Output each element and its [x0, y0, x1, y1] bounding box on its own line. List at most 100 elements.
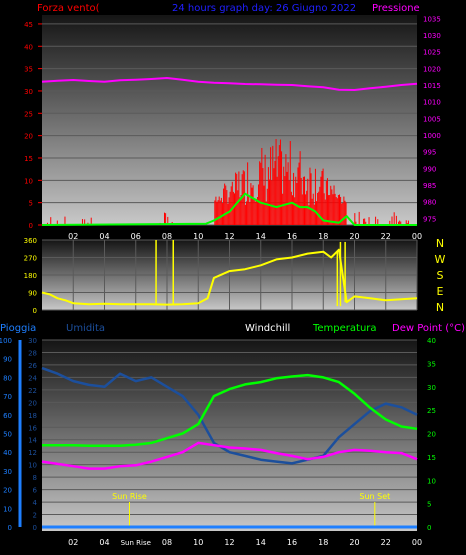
compass-label: N: [436, 237, 444, 250]
humidity-tick-label: 2: [33, 512, 37, 520]
panel3-x-tick-label: 00: [412, 538, 422, 547]
sun-markers: Sun Rise Sun Set: [112, 492, 390, 527]
series-vento-medio: [41, 192, 417, 226]
temperature-tick-label: 10: [427, 477, 436, 485]
legend-windchill: Windchill: [245, 323, 290, 334]
panel1-left-tick-label: 20: [24, 133, 33, 141]
panel1-x-tick-label: 10: [193, 232, 203, 241]
rain-tick-label: 50: [3, 431, 12, 439]
panel3-x-tick-label: 20: [349, 538, 359, 547]
humidity-tick-label: 20: [28, 399, 37, 407]
panel1-x-tick-label: 06: [131, 232, 141, 241]
panel1-left-tick-label: 10: [24, 177, 33, 185]
humidity-tick-label: 14: [28, 437, 37, 445]
panel2-left-tick-label: 0: [33, 307, 37, 315]
panel1-left-ticks: 0 5 10 15 20 25 30 35 40 45: [24, 21, 42, 230]
panel3-x-ticks: 02 04 Sun Rise 08 10 12 14 16 18 20 22 00: [68, 538, 422, 547]
panel1-left-tick-label: 0: [29, 222, 33, 230]
panel1-right-tick-label: 990: [423, 165, 436, 173]
panel1-x-ticks: 02 04 06 08 10 12 14 16 18 20 22 00: [68, 232, 422, 241]
humidity-tick-label: 4: [33, 499, 38, 507]
wind-gust-bars: [46, 139, 409, 225]
series-pressione: [41, 77, 418, 91]
panel3-series: [41, 366, 418, 529]
rain-tick-label: 20: [3, 487, 12, 495]
series-direzione-vento: [41, 248, 418, 306]
temperature-tick-label: 20: [427, 431, 436, 439]
panel3-x-tick-label: 12: [224, 538, 234, 547]
compass-label: W: [435, 253, 446, 266]
panel1-x-tick-label: 18: [318, 232, 328, 241]
panel1-x-tick-label: 02: [68, 232, 78, 241]
temperature-tick-label: 40: [427, 337, 436, 345]
temperature-tick-label: 15: [427, 454, 436, 462]
sun-marker-label: Sun Set: [359, 492, 390, 501]
panel3-x-tick-label: 08: [162, 538, 172, 547]
panel2-left-tick-label: 270: [24, 255, 37, 263]
panel1-x-tick-label: 04: [99, 232, 109, 241]
panel1-series: [41, 77, 418, 226]
rain-tick-label: 30: [3, 468, 12, 476]
panel3-gridlines: [42, 339, 417, 528]
wind-pressure-panel: Forza vento( 24 hours graph day: 26 Giug…: [24, 3, 441, 241]
panel1-right-tick-label: 1000: [423, 132, 441, 140]
panel1-x-tick-label: 16: [287, 232, 297, 241]
panel3-x-tick-label: 02: [68, 538, 78, 547]
temperature-tick-label: 30: [427, 384, 436, 392]
compass-label: E: [437, 285, 444, 298]
legend-temperature: Temperatura: [312, 323, 377, 334]
rain-tick-label: 60: [3, 412, 12, 420]
rain-tick-label: 80: [3, 374, 12, 382]
panel1-right-tick-label: 1030: [423, 32, 441, 40]
temperature-tick-label: 0: [427, 524, 431, 532]
rain-tick-label: 70: [3, 393, 12, 401]
humidity-tick-label: 8: [33, 474, 37, 482]
panel1-left-axis-label: Forza vento(: [37, 3, 100, 14]
panel1-right-tick-label: 1010: [423, 99, 441, 107]
legend-dewpoint: Dew Point (°C): [392, 323, 465, 334]
panel1-x-tick-label: 22: [381, 232, 391, 241]
rain-tick-label: 90: [3, 356, 12, 364]
series-temperatura: [42, 373, 418, 447]
temperature-tick-label: 5: [427, 501, 431, 509]
rain-tick-label: 0: [8, 524, 12, 532]
panel2-left-tick-label: 180: [24, 272, 37, 280]
panel3-plot-area: [42, 340, 417, 531]
humidity-tick-label: 0: [33, 524, 37, 532]
humidity-tick-label: 28: [28, 349, 37, 357]
panel1-right-ticks: 975 980 985 990 995 1000 1005 1010 1015 1020 1025 1…: [423, 15, 441, 223]
series-umidita: [41, 366, 418, 465]
compass-label: S: [437, 269, 444, 282]
compass-label: N: [436, 301, 444, 314]
panel1-right-tick-label: 985: [423, 182, 436, 190]
panel2-left-ticks: 0 90 180 270 360: [24, 237, 37, 315]
panel1-right-tick-label: 975: [423, 215, 436, 223]
humidity-tick-label: 18: [28, 412, 37, 420]
panel1-right-tick-label: 995: [423, 149, 436, 157]
rain-tick-label: 100: [0, 337, 12, 345]
humidity-tick-label: 22: [28, 387, 37, 395]
panel1-right-tick-label: 1025: [423, 49, 441, 57]
panel3-x-tick-label: 10: [193, 538, 203, 547]
panel1-x-tick-label: 08: [162, 232, 172, 241]
humidity-tick-label: 16: [28, 424, 37, 432]
panel3-x-tick-label: Sun Rise: [121, 539, 151, 547]
temperature-panel: Pioggia Umidita Windchill Temperatura De…: [0, 323, 465, 547]
panel1-left-tick-label: 40: [24, 43, 33, 51]
panel1-plot-area: [42, 15, 417, 225]
panel3-x-tick-label: 22: [381, 538, 391, 547]
rain-tick-label: 10: [3, 505, 12, 513]
rain-tick-label: 40: [3, 449, 12, 457]
panel3-rain-ticks: 0 10 20 30 40 50 60 70 80 90 100: [0, 337, 22, 532]
panel1-right-tick-label: 980: [423, 199, 436, 207]
panel3-temperature-ticks: 0 5 10 15 20 25 30 35 40: [427, 337, 436, 532]
panel1-x-tick-label: 14: [256, 232, 266, 241]
panel1-x-tick-label: 20: [349, 232, 359, 241]
panel3-x-tick-label: 14: [256, 538, 266, 547]
panel1-left-tick-label: 30: [24, 88, 33, 96]
humidity-tick-label: 12: [28, 449, 37, 457]
panel1-right-tick-label: 1020: [423, 65, 441, 73]
